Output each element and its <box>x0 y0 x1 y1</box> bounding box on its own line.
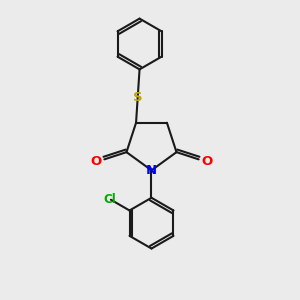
Text: N: N <box>146 164 157 177</box>
Text: O: O <box>201 155 212 168</box>
Text: S: S <box>133 91 142 103</box>
Text: O: O <box>91 155 102 168</box>
Text: Cl: Cl <box>103 193 116 206</box>
